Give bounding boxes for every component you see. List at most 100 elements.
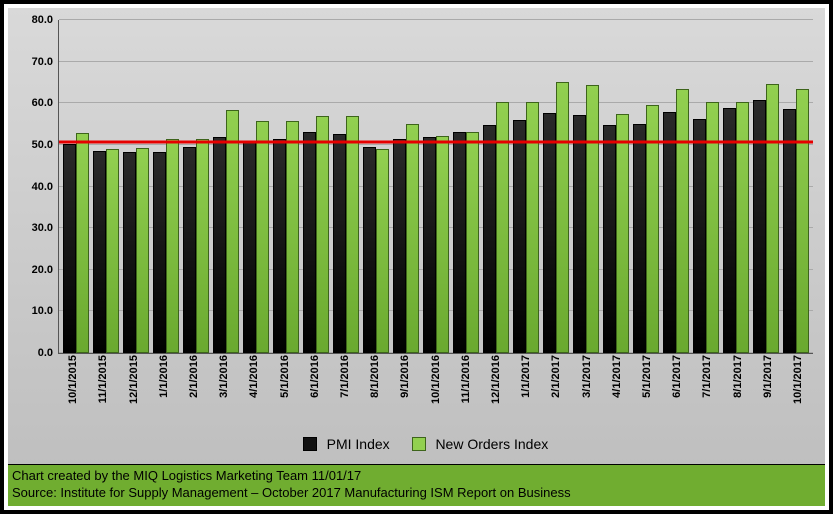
x-tick: 6/1/2016 (300, 355, 330, 433)
bar-neworders (406, 124, 419, 353)
bar-neworders (586, 85, 599, 353)
bar-pmi (123, 152, 136, 353)
x-tick-label: 1/1/2016 (158, 355, 170, 398)
x-tick: 4/1/2016 (239, 355, 269, 433)
x-tick-label: 4/1/2017 (611, 355, 623, 398)
x-tick-label: 11/1/2015 (97, 355, 109, 403)
bar-pmi (363, 147, 376, 353)
bar-pmi (93, 151, 106, 353)
bar-pmi (303, 132, 316, 353)
bar-pmi (783, 109, 796, 353)
bar-group (151, 20, 181, 353)
x-tick: 3/1/2017 (571, 355, 601, 433)
y-tick-label: 40.0 (32, 181, 53, 193)
bar-pmi (393, 139, 406, 353)
x-tick: 8/1/2016 (360, 355, 390, 433)
bar-pmi (543, 113, 556, 353)
y-tick-label: 10.0 (32, 305, 53, 317)
bar-neworders (256, 121, 269, 353)
x-tick-label: 5/1/2016 (279, 355, 291, 398)
x-tick: 7/1/2016 (330, 355, 360, 433)
legend-swatch-pmi (303, 437, 317, 451)
x-tick: 9/1/2017 (753, 355, 783, 433)
bar-group (391, 20, 421, 353)
bar-pmi (633, 124, 646, 353)
bar-group (271, 20, 301, 353)
x-tick: 3/1/2016 (209, 355, 239, 433)
bar-pmi (273, 139, 286, 353)
x-tick: 9/1/2016 (390, 355, 420, 433)
bar-group (91, 20, 121, 353)
x-tick: 2/1/2017 (541, 355, 571, 433)
x-tick-label: 11/1/2016 (460, 355, 472, 403)
bar-neworders (676, 89, 689, 353)
x-tick-label: 10/1/2016 (430, 355, 442, 404)
bar-group (691, 20, 721, 353)
bar-group (661, 20, 691, 353)
chart-frame: 0.010.020.030.040.050.060.070.080.0 10/1… (0, 0, 833, 514)
bar-neworders (616, 114, 629, 353)
bars-container (59, 20, 813, 353)
x-tick: 11/1/2015 (88, 355, 118, 433)
x-tick-label: 4/1/2016 (248, 355, 260, 398)
x-tick-label: 10/1/2015 (67, 355, 79, 404)
bar-pmi (213, 137, 226, 353)
x-tick: 1/1/2016 (149, 355, 179, 433)
bar-group (781, 20, 811, 353)
bar-neworders (106, 149, 119, 353)
bar-neworders (556, 82, 569, 353)
x-tick-label: 10/1/2017 (792, 355, 804, 404)
bar-pmi (723, 108, 736, 353)
x-tick: 2/1/2016 (179, 355, 209, 433)
bar-neworders (166, 139, 179, 353)
footer-line1: Chart created by the MIQ Logistics Marke… (12, 467, 821, 484)
bar-group (181, 20, 211, 353)
bar-neworders (796, 89, 809, 353)
bar-group (631, 20, 661, 353)
bar-group (751, 20, 781, 353)
bar-neworders (316, 116, 329, 353)
x-tick: 5/1/2016 (269, 355, 299, 433)
x-tick: 12/1/2016 (481, 355, 511, 433)
x-tick-label: 6/1/2016 (309, 355, 321, 398)
y-tick-label: 30.0 (32, 222, 53, 234)
x-tick: 12/1/2015 (118, 355, 148, 433)
bar-group (241, 20, 271, 353)
bar-group (361, 20, 391, 353)
x-tick: 10/1/2016 (420, 355, 450, 433)
bar-group (421, 20, 451, 353)
bar-pmi (753, 100, 766, 353)
x-tick-label: 5/1/2017 (641, 355, 653, 398)
x-tick-label: 8/1/2017 (732, 355, 744, 398)
x-tick: 4/1/2017 (602, 355, 632, 433)
x-tick: 5/1/2017 (632, 355, 662, 433)
legend-swatch-neworders (412, 437, 426, 451)
bar-group (541, 20, 571, 353)
bar-group (121, 20, 151, 353)
bar-pmi (483, 125, 496, 353)
legend: PMI Index New Orders Index (8, 436, 825, 453)
x-tick-label: 8/1/2016 (369, 355, 381, 398)
x-tick-label: 12/1/2015 (128, 355, 140, 404)
bar-group (301, 20, 331, 353)
x-tick-label: 7/1/2017 (701, 355, 713, 398)
x-tick-label: 3/1/2016 (218, 355, 230, 398)
bar-group (61, 20, 91, 353)
bar-group (601, 20, 631, 353)
legend-label-neworders: New Orders Index (435, 436, 548, 452)
y-tick-label: 80.0 (32, 14, 53, 26)
bar-pmi (573, 115, 586, 353)
bar-pmi (663, 112, 676, 353)
bar-pmi (243, 142, 256, 353)
y-tick-label: 0.0 (38, 347, 53, 359)
bar-neworders (466, 132, 479, 353)
bar-pmi (513, 120, 526, 353)
x-tick-label: 2/1/2017 (550, 355, 562, 398)
bar-neworders (76, 133, 89, 353)
bar-group (211, 20, 241, 353)
bar-neworders (376, 149, 389, 353)
bar-group (721, 20, 751, 353)
bar-group (331, 20, 361, 353)
bar-pmi (63, 144, 76, 353)
x-axis-labels: 10/1/2015 11/1/2015 12/1/2015 1/1/2016 2/1/2… (58, 355, 813, 433)
